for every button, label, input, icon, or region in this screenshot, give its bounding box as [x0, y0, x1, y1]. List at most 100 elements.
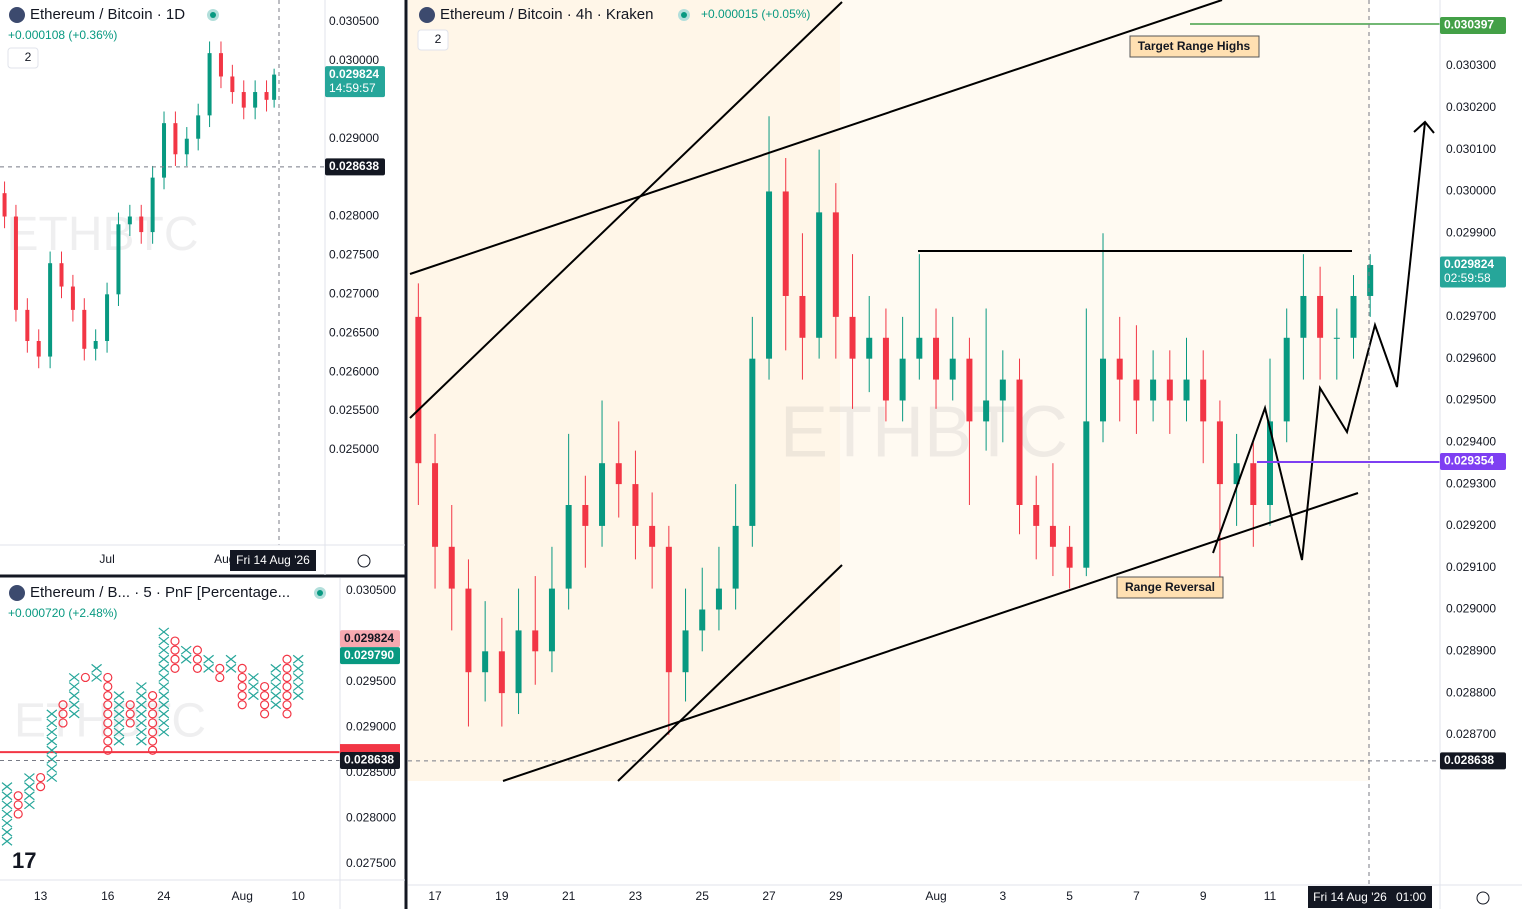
candle-body — [1200, 379, 1207, 422]
o-box — [148, 691, 158, 701]
x-box — [136, 700, 147, 710]
candle-body — [230, 76, 235, 93]
projection-path[interactable] — [1212, 121, 1426, 561]
o-box — [282, 663, 292, 673]
o-box — [35, 772, 46, 783]
trend-line[interactable] — [409, 0, 1223, 275]
trend-line[interactable] — [617, 564, 843, 782]
indicator-count[interactable]: 2 — [25, 50, 32, 64]
y-tick-label: 0.029500 — [346, 674, 396, 688]
o-box — [170, 636, 180, 646]
x-box — [24, 782, 35, 792]
x-box — [46, 718, 58, 728]
symbol-icon — [9, 585, 25, 601]
y-tick-label: 0.028000 — [346, 811, 396, 825]
x-box — [158, 700, 170, 710]
pnf-column — [248, 672, 259, 701]
price-label: 0.029354 — [1444, 454, 1494, 468]
x-tick-label: 29 — [829, 889, 843, 903]
candle-body — [732, 525, 739, 589]
y-tick-label: 0.027500 — [346, 856, 396, 870]
o-box — [260, 709, 270, 719]
price-label-box — [1440, 17, 1506, 35]
candle-body — [766, 191, 773, 359]
candle-body — [127, 216, 132, 225]
x-box — [113, 736, 125, 746]
y-tick-label: 0.029400 — [1446, 434, 1496, 448]
trend-line[interactable] — [502, 492, 1359, 782]
y-tick-label: 0.028900 — [1446, 643, 1496, 657]
x-tick-label: 5 — [1066, 889, 1073, 903]
o-box — [282, 709, 292, 719]
symbol-title[interactable]: Ethereum / Bitcoin · 4h · Kraken — [440, 6, 653, 23]
x-box — [158, 654, 170, 664]
range-shade — [408, 0, 840, 781]
x-tick-label: 10 — [292, 889, 306, 903]
candle-body — [207, 53, 212, 116]
candle-body — [1267, 421, 1274, 505]
x-tick-label: 24 — [157, 889, 171, 903]
x-tick-label: 9 — [1200, 889, 1207, 903]
candle-body — [849, 316, 856, 359]
price-label-box — [340, 647, 400, 665]
y-tick-label: 0.030100 — [1446, 142, 1496, 156]
price-label-box — [1440, 256, 1506, 288]
o-box — [80, 672, 91, 683]
x-box — [225, 654, 237, 664]
o-box — [237, 700, 247, 710]
x-box — [136, 736, 147, 746]
o-box — [148, 745, 158, 755]
x-box — [68, 682, 80, 692]
x-box — [68, 700, 80, 710]
o-box — [58, 709, 68, 719]
o-box — [237, 681, 247, 692]
indicator-count[interactable]: 2 — [435, 32, 442, 46]
x-box — [158, 727, 170, 737]
o-box — [192, 663, 202, 673]
o-box — [13, 791, 23, 801]
x-box — [1, 809, 13, 819]
y-tick-label: 0.030300 — [1446, 58, 1496, 72]
annotation-box[interactable] — [1129, 35, 1260, 58]
o-box — [170, 663, 180, 673]
x-box — [46, 754, 58, 764]
pnf-column — [260, 681, 270, 719]
symbol-title[interactable]: Ethereum / Bitcoin · 1D — [30, 6, 185, 23]
x-tick-label: Jul — [99, 552, 114, 566]
x-box — [136, 682, 147, 692]
x-box — [46, 727, 58, 737]
candle-body — [36, 341, 41, 357]
o-box — [58, 700, 68, 710]
candle-body — [665, 546, 672, 673]
x-box — [46, 736, 58, 746]
x-box — [270, 663, 282, 673]
candle-body — [1216, 421, 1223, 485]
candle-body — [218, 53, 223, 77]
x-box — [270, 682, 282, 692]
o-box — [148, 736, 158, 746]
indicator-toggle[interactable] — [7, 47, 39, 69]
candle-body — [82, 309, 87, 349]
candle-body — [448, 546, 455, 589]
candle-body — [532, 630, 539, 652]
y-tick-label: 0.029100 — [1446, 560, 1496, 574]
o-box — [260, 691, 270, 701]
pnf-column — [215, 663, 225, 683]
pnf-column — [158, 627, 170, 737]
price-label: 0.028638 — [344, 753, 394, 767]
annotation-box[interactable] — [1116, 576, 1224, 599]
x-box — [113, 691, 125, 701]
settings-icon[interactable] — [1476, 891, 1490, 905]
y-tick-label: 0.030200 — [1446, 100, 1496, 114]
y-tick-label: 0.025000 — [329, 442, 379, 456]
trend-line[interactable] — [409, 1, 843, 419]
settings-icon[interactable] — [357, 554, 371, 568]
symbol-title[interactable]: Ethereum / B... · 5 · PnF [Percentage... — [30, 584, 290, 601]
candle-body — [599, 463, 606, 526]
x-box — [292, 672, 304, 682]
x-box — [270, 672, 282, 682]
watermark: ETHBTC — [7, 208, 199, 261]
indicator-toggle[interactable] — [417, 29, 449, 51]
status-dot — [681, 12, 687, 18]
candle-body — [432, 463, 439, 547]
